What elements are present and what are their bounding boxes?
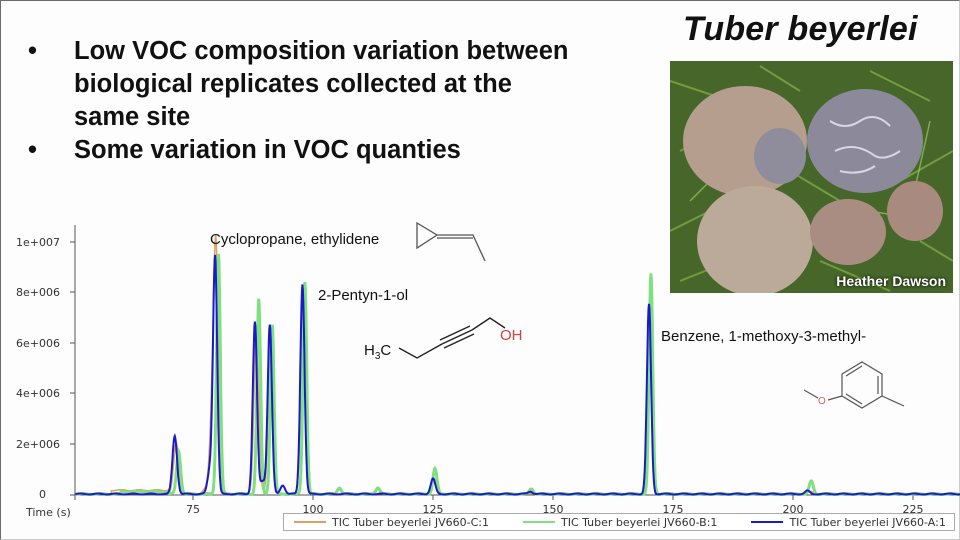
hydroxyl-label: OH bbox=[500, 327, 523, 344]
legend-swatch-icon bbox=[522, 521, 555, 523]
legend-label: TIC Tuber beyerlei JV660-A:1 bbox=[789, 515, 946, 529]
bullet-text: Low VOC composition variation between bi… bbox=[74, 37, 569, 131]
plot-area bbox=[70, 225, 960, 500]
x-tick-label: 150 bbox=[542, 503, 564, 516]
x-axis-label: Time (s) bbox=[26, 506, 71, 519]
series-line bbox=[75, 254, 960, 496]
bullet-list: • Low VOC composition variation between b… bbox=[22, 35, 582, 167]
truffle-photo: Heather Dawson bbox=[670, 61, 953, 293]
x-tick-label: 225 bbox=[902, 503, 924, 516]
legend-label: TIC Tuber beyerlei JV660-C:1 bbox=[332, 515, 489, 529]
chromatogram-chart: 1e+007 8e+006 6e+006 4e+006 2e+006 0 75 … bbox=[0, 200, 960, 540]
chart-legend: TIC Tuber beyerlei JV660-C:1 TIC Tuber b… bbox=[283, 513, 955, 531]
y-tick-label: 0 bbox=[39, 488, 46, 501]
cyclopropane-ethylidene-structure-icon bbox=[416, 221, 486, 262]
legend-swatch-icon bbox=[751, 521, 784, 523]
y-tick-label: 2e+006 bbox=[16, 438, 60, 451]
x-tick-label: 125 bbox=[422, 503, 444, 516]
y-tick-label: 1e+007 bbox=[16, 236, 60, 249]
peak-label-benzene: Benzene, 1-methoxy-3-methyl- bbox=[661, 328, 867, 345]
truffle-photo-illustration: Heather Dawson bbox=[670, 61, 953, 293]
photo-credit: Heather Dawson bbox=[836, 273, 946, 289]
bullet-dot: • bbox=[28, 37, 37, 65]
species-title: Tuber beyerlei bbox=[683, 10, 918, 48]
bullet-item: • Low VOC composition variation between b… bbox=[22, 35, 582, 134]
legend-item-b[interactable]: TIC Tuber beyerlei JV660-B:1 bbox=[522, 515, 718, 529]
svg-text:O: O bbox=[818, 396, 826, 407]
legend-label: TIC Tuber beyerlei JV660-B:1 bbox=[560, 515, 718, 529]
x-tick-label: 200 bbox=[782, 503, 804, 516]
legend-item-a[interactable]: TIC Tuber beyerlei JV660-A:1 bbox=[751, 515, 946, 529]
peak-label-cyclopropane: Cyclopropane, ethylidene bbox=[210, 231, 380, 248]
y-tick-label: 4e+006 bbox=[16, 387, 60, 400]
y-tick-label: 6e+006 bbox=[16, 337, 60, 350]
legend-item-c[interactable]: TIC Tuber beyerlei JV660-C:1 bbox=[294, 516, 489, 529]
2-pentyn-1-ol-structure-icon: H3C OH bbox=[364, 317, 523, 362]
legend-swatch-icon bbox=[294, 521, 326, 523]
svg-text:H3C: H3C bbox=[364, 342, 391, 362]
x-tick-label: 175 bbox=[662, 503, 684, 516]
bullet-text: Some variation in VOC quanties bbox=[74, 136, 461, 164]
x-tick-label: 100 bbox=[302, 503, 324, 516]
peak-label-pentynol: 2-Pentyn-1-ol bbox=[318, 287, 409, 304]
bullet-dot: • bbox=[28, 136, 37, 164]
bullet-item: • Some variation in VOC quanties bbox=[22, 134, 582, 167]
x-tick-label: 75 bbox=[186, 503, 200, 516]
y-tick-label: 8e+006 bbox=[16, 286, 60, 299]
3-methylanisole-structure-icon: O bbox=[803, 361, 905, 409]
